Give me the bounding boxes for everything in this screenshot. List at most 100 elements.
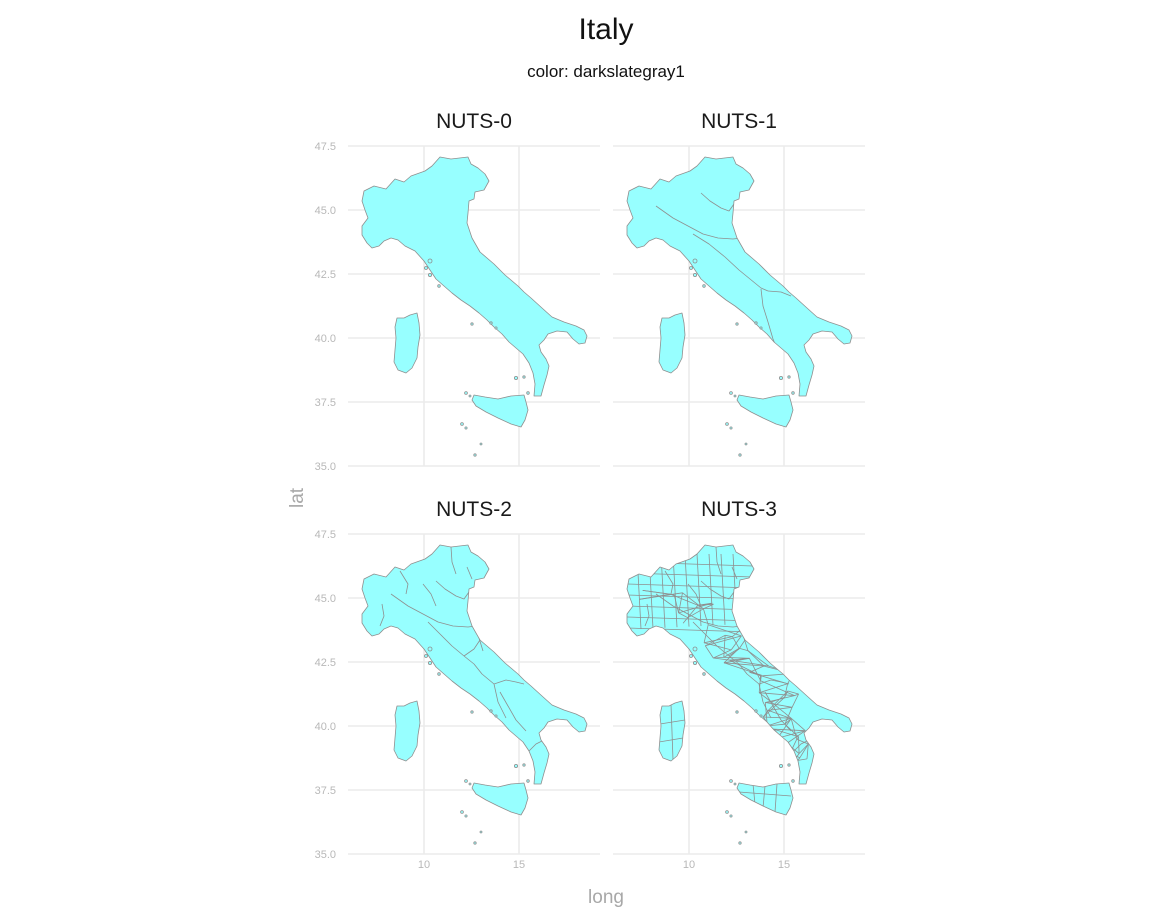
region-border bbox=[700, 192, 735, 212]
small-island bbox=[725, 422, 729, 426]
small-island bbox=[464, 426, 468, 430]
y-tick-label: 35.0 bbox=[315, 461, 336, 473]
region-border bbox=[723, 648, 740, 664]
province-border bbox=[762, 785, 766, 809]
facet-panel-nuts-3: NUTS-3 10 15 bbox=[613, 498, 865, 871]
region-border bbox=[728, 639, 746, 657]
region-border bbox=[749, 658, 761, 681]
region-border bbox=[672, 553, 678, 628]
region-border bbox=[771, 701, 792, 719]
small-island bbox=[738, 841, 742, 845]
region-border bbox=[703, 624, 709, 643]
region-border bbox=[664, 570, 674, 595]
y-tick-label: 37.5 bbox=[315, 785, 336, 797]
x-tick-label: 10 bbox=[683, 859, 695, 871]
small-island bbox=[494, 326, 498, 330]
region-border bbox=[655, 593, 742, 628]
region-border bbox=[713, 649, 732, 659]
region-border bbox=[627, 594, 754, 600]
region-border bbox=[773, 728, 806, 732]
y-tick-label: 37.5 bbox=[315, 397, 336, 409]
region-border bbox=[789, 760, 794, 763]
region-border bbox=[684, 553, 690, 627]
small-island bbox=[460, 422, 464, 426]
region-border bbox=[723, 657, 750, 659]
region-border bbox=[720, 553, 726, 625]
region-border bbox=[747, 650, 765, 667]
sicily-borders bbox=[738, 783, 792, 813]
small-island bbox=[729, 779, 733, 783]
small-island bbox=[744, 830, 748, 834]
y-tick-label: 42.5 bbox=[315, 269, 336, 281]
region-border bbox=[787, 730, 806, 743]
region-border bbox=[528, 739, 545, 752]
region-border bbox=[670, 593, 699, 606]
region-border bbox=[768, 710, 792, 719]
region-border bbox=[493, 679, 525, 685]
region-border bbox=[673, 594, 679, 613]
province-border bbox=[774, 783, 778, 813]
small-island bbox=[759, 326, 763, 330]
sardinia bbox=[658, 312, 686, 374]
region-border bbox=[466, 566, 473, 580]
region-border bbox=[767, 690, 789, 711]
y-tick-label: 35.0 bbox=[315, 849, 336, 861]
region-border bbox=[723, 635, 726, 658]
small-island bbox=[479, 442, 483, 446]
region-border bbox=[767, 290, 792, 297]
small-island bbox=[733, 782, 737, 786]
facet-label: NUTS-2 bbox=[436, 498, 512, 521]
region-border bbox=[705, 635, 742, 647]
facet-panel-nuts-1: NUTS-1 bbox=[613, 110, 865, 467]
region-border bbox=[627, 616, 754, 622]
sicily bbox=[736, 394, 794, 428]
region-border bbox=[760, 680, 795, 696]
small-island bbox=[787, 375, 791, 379]
region-border bbox=[789, 761, 795, 765]
small-island bbox=[489, 709, 493, 713]
small-island bbox=[689, 654, 693, 658]
region-border bbox=[678, 612, 688, 619]
region-border bbox=[796, 738, 809, 745]
sicily bbox=[471, 782, 529, 816]
region-border bbox=[723, 662, 764, 667]
small-island bbox=[702, 672, 706, 676]
small-island bbox=[468, 394, 472, 398]
y-tick-label: 47.5 bbox=[315, 141, 336, 153]
region-border bbox=[379, 603, 385, 627]
region-border bbox=[390, 593, 477, 628]
region-border bbox=[758, 675, 761, 693]
region-border bbox=[427, 621, 465, 657]
small-island bbox=[754, 709, 758, 713]
small-island bbox=[729, 814, 733, 818]
small-island bbox=[513, 375, 518, 380]
region-border bbox=[703, 608, 709, 625]
y-tick-label: 42.5 bbox=[315, 657, 336, 669]
small-island bbox=[692, 258, 698, 264]
small-island bbox=[464, 391, 468, 395]
italy-mainland bbox=[361, 156, 588, 397]
y-tick-label: 47.5 bbox=[315, 529, 336, 541]
small-island bbox=[428, 661, 433, 666]
small-island bbox=[735, 322, 739, 326]
region-border bbox=[794, 693, 799, 696]
facet-label: NUTS-3 bbox=[701, 498, 777, 521]
small-island bbox=[702, 284, 706, 288]
small-island bbox=[460, 810, 464, 814]
small-island bbox=[473, 453, 477, 457]
italy-map bbox=[626, 156, 853, 457]
sardinia bbox=[393, 700, 421, 762]
small-island bbox=[689, 266, 693, 270]
region-border bbox=[790, 717, 806, 732]
region-border bbox=[791, 693, 799, 708]
small-island bbox=[729, 426, 733, 430]
region-border bbox=[793, 739, 810, 752]
facet-label: NUTS-1 bbox=[701, 110, 777, 133]
region-border bbox=[758, 692, 772, 703]
small-island bbox=[759, 714, 763, 718]
region-border bbox=[749, 671, 788, 685]
x-axis-title: long bbox=[588, 887, 624, 908]
small-island bbox=[791, 779, 795, 783]
region-border bbox=[450, 546, 457, 575]
